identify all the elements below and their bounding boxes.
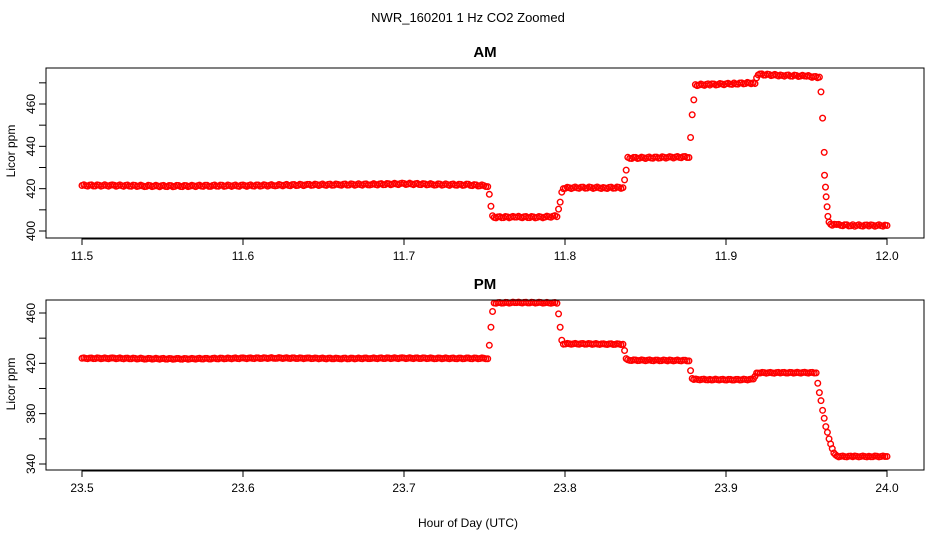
- pm-data-point: [487, 323, 495, 331]
- am-y-axis: 400 420 440 460: [24, 82, 47, 241]
- am-plot-frame: [45, 67, 925, 239]
- pm-x-tick-label: 24.0: [875, 481, 899, 495]
- pm-data-point: [556, 323, 564, 331]
- x-axis-label: Hour of Day (UTC): [418, 516, 518, 530]
- pm-data-point: [820, 414, 828, 422]
- am-data-point: [619, 184, 627, 192]
- pm-data-point: [817, 397, 825, 405]
- am-x-tick-label: 11.8: [554, 249, 577, 263]
- pm-data-point: [815, 389, 823, 397]
- pm-plot-frame: [45, 299, 925, 471]
- am-data-point: [553, 213, 561, 221]
- pm-data-point: [489, 307, 497, 315]
- am-x-tick-label: 11.7: [393, 249, 416, 263]
- am-data-point: [484, 183, 492, 191]
- pm-panel: PM Licor ppm 23.5 23.6 23.7 23.8 23.9 24.0 34…: [4, 276, 925, 495]
- am-data-point: [621, 176, 629, 184]
- pm-data-point: [621, 347, 629, 355]
- am-data-point: [487, 202, 495, 210]
- pm-x-tick-label: 23.6: [231, 481, 255, 495]
- am-data-point: [823, 203, 831, 211]
- pm-x-tick-label: 23.9: [714, 481, 738, 495]
- am-data-point: [685, 153, 693, 161]
- pm-y-axis-label: Licor ppm: [4, 358, 18, 411]
- am-data-point: [558, 188, 566, 196]
- pm-data-point: [485, 341, 493, 349]
- am-data-point: [485, 190, 493, 198]
- am-data-point: [815, 73, 823, 81]
- am-y-tick-label: 400: [24, 221, 38, 241]
- pm-data-point: [883, 452, 891, 460]
- am-data-point: [687, 133, 695, 141]
- pm-data-point: [484, 355, 492, 363]
- am-x-tick-label: 11.9: [715, 249, 738, 263]
- am-data-point: [824, 212, 832, 220]
- pm-x-tick-label: 23.7: [392, 481, 416, 495]
- am-data-point: [819, 114, 827, 122]
- am-x-tick-label: 11.6: [232, 249, 255, 263]
- am-data-point: [690, 96, 698, 104]
- pm-data-point: [822, 423, 830, 431]
- pm-data-point: [814, 379, 822, 387]
- pm-data-point: [558, 336, 566, 344]
- am-data-point: [822, 193, 830, 201]
- pm-x-axis: 23.5 23.6 23.7 23.8 23.9 24.0: [70, 470, 899, 495]
- pm-y-tick-label: 420: [24, 353, 38, 373]
- pm-y-tick-label: 460: [24, 303, 38, 323]
- pm-data-point: [685, 357, 693, 365]
- pm-data-point: [819, 406, 827, 414]
- am-data-point: [821, 171, 829, 179]
- pm-x-tick-label: 23.8: [553, 481, 577, 495]
- am-x-axis: 11.5 11.6 11.7 11.8 11.9 12.0: [71, 238, 899, 263]
- pm-panel-title: PM: [474, 276, 497, 293]
- pm-y-tick-label: 340: [24, 454, 38, 474]
- pm-data-point: [812, 369, 820, 377]
- pm-y-tick-label: 380: [24, 403, 38, 423]
- am-data-point: [556, 198, 564, 206]
- pm-data-point: [555, 310, 563, 318]
- am-data-point: [883, 221, 891, 229]
- am-data-point: [555, 205, 563, 213]
- figure-title: NWR_160201 1 Hz CO2 Zoomed: [371, 10, 565, 25]
- pm-data-point: [687, 367, 695, 375]
- am-data-points: [78, 70, 891, 230]
- am-x-tick-label: 12.0: [875, 249, 899, 263]
- pm-data-point: [619, 340, 627, 348]
- am-data-point: [622, 166, 630, 174]
- am-panel-title: AM: [473, 44, 496, 61]
- am-x-tick-label: 11.5: [71, 249, 94, 263]
- pm-y-axis: 340 380 420 460: [24, 303, 47, 474]
- am-data-point: [688, 111, 696, 119]
- am-y-axis-label: Licor ppm: [4, 125, 18, 178]
- pm-data-point: [823, 428, 831, 436]
- am-panel: AM Licor ppm 11.5 11.6 11.7 11.8 11.9 12.0 40…: [4, 44, 925, 263]
- am-y-tick-label: 420: [24, 178, 38, 198]
- am-data-point: [822, 183, 830, 191]
- am-data-point: [817, 88, 825, 96]
- pm-data-points: [78, 298, 891, 461]
- am-y-tick-label: 460: [24, 94, 38, 114]
- pm-x-tick-label: 23.5: [70, 481, 94, 495]
- am-data-point: [820, 148, 828, 156]
- am-y-tick-label: 440: [24, 136, 38, 156]
